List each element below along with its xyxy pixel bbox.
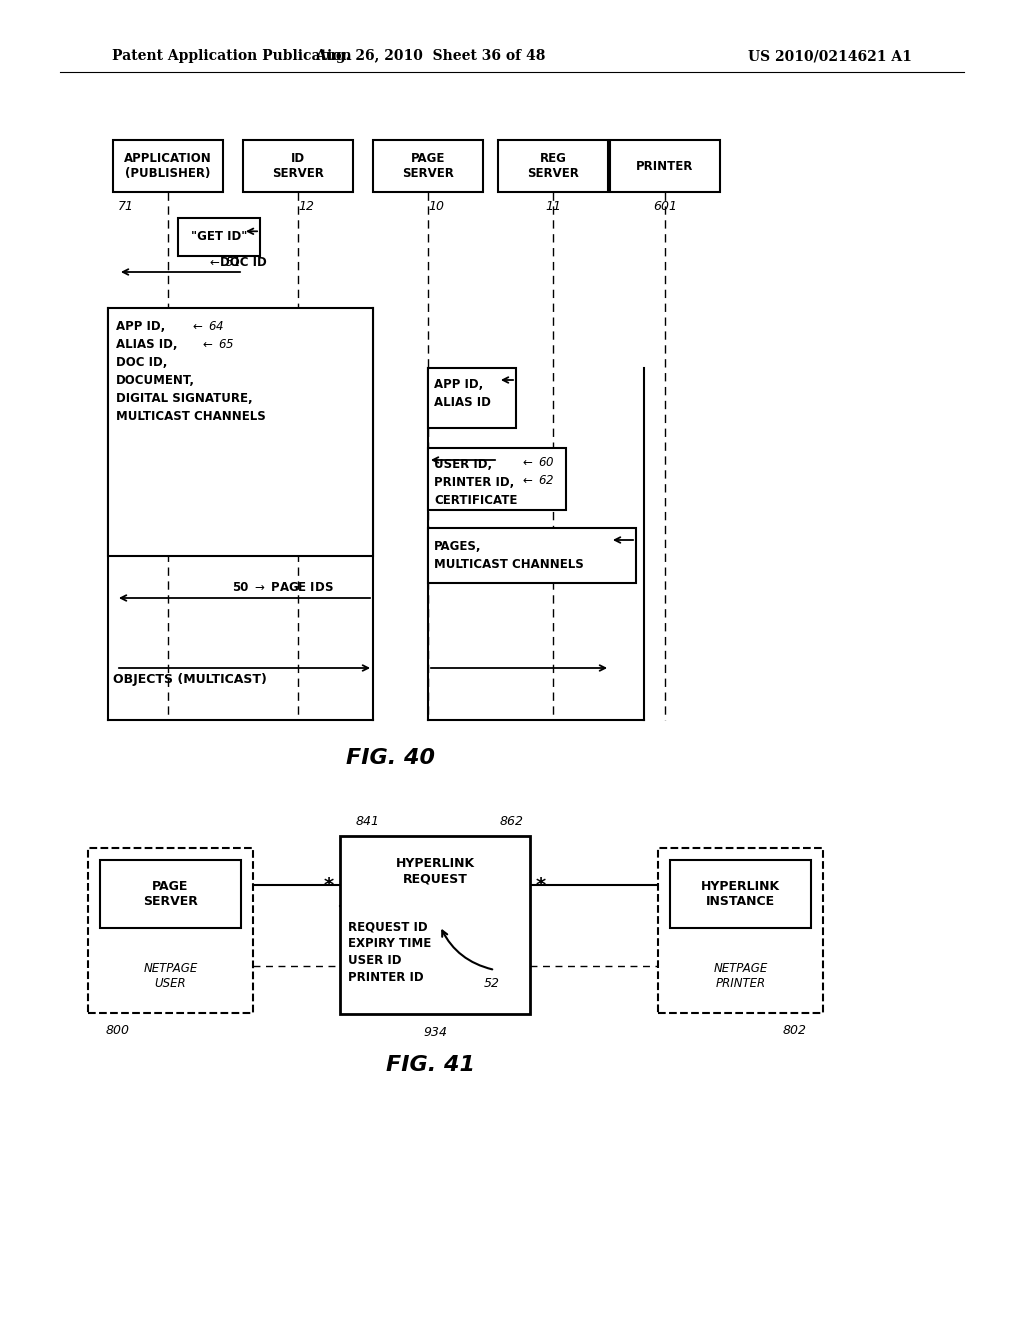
Text: $\leftarrow$ 64: $\leftarrow$ 64 [190,319,224,333]
Text: OBJECTS (MULTICAST): OBJECTS (MULTICAST) [113,673,267,686]
Text: REQUEST ID: REQUEST ID [348,920,428,933]
Text: 862: 862 [500,814,524,828]
Text: $\leftarrow$ 51: $\leftarrow$ 51 [207,256,240,269]
Text: PAGES,: PAGES, [434,540,481,553]
Text: DOC ID,: DOC ID, [116,356,167,370]
Text: US 2010/0214621 A1: US 2010/0214621 A1 [749,49,912,63]
Bar [108,308,373,556]
Text: Patent Application Publication: Patent Application Publication [112,49,351,63]
Text: DOC ID: DOC ID [219,256,266,269]
Text: *: * [324,875,334,895]
Text: $\leftarrow$ 65: $\leftarrow$ 65 [200,338,234,351]
Text: EXPIRY TIME: EXPIRY TIME [348,937,431,950]
Text: 601: 601 [653,201,677,214]
Bar [178,218,260,256]
Bar [113,140,223,191]
Text: 802: 802 [783,1024,807,1038]
Text: REG
SERVER: REG SERVER [527,152,579,180]
Text: 52: 52 [484,977,500,990]
Text: HYPERLINK
INSTANCE: HYPERLINK INSTANCE [701,880,780,908]
Text: PRINTER ID,: PRINTER ID, [434,477,514,488]
Bar [428,447,566,510]
Text: 50: 50 [232,581,249,594]
Text: ALIAS ID,: ALIAS ID, [116,338,177,351]
Bar [670,861,811,928]
Text: APP ID,: APP ID, [434,378,483,391]
Text: 10: 10 [428,201,444,214]
Text: PAGE
SERVER: PAGE SERVER [402,152,454,180]
Bar [498,140,608,191]
Bar [610,140,720,191]
Text: ALIAS ID: ALIAS ID [434,396,490,409]
Text: $\leftarrow$ 62: $\leftarrow$ 62 [520,474,554,487]
Text: 800: 800 [106,1024,130,1038]
Text: "GET ID": "GET ID" [190,231,247,243]
Bar [88,847,253,1012]
Bar [428,528,636,583]
Text: HYPERLINK
REQUEST: HYPERLINK REQUEST [395,857,474,884]
Text: DOCUMENT,: DOCUMENT, [116,374,195,387]
Bar [243,140,353,191]
Text: CERTIFICATE: CERTIFICATE [434,494,517,507]
Text: APPLICATION
(PUBLISHER): APPLICATION (PUBLISHER) [124,152,212,180]
Text: 71: 71 [118,201,134,214]
Text: APP ID,: APP ID, [116,319,165,333]
Text: PRINTER ID: PRINTER ID [348,972,424,983]
Text: NETPAGE
USER: NETPAGE USER [143,962,198,990]
Text: 12: 12 [298,201,314,214]
Text: 11: 11 [545,201,561,214]
Text: FIG. 41: FIG. 41 [385,1055,474,1074]
Text: 841: 841 [356,814,380,828]
Text: 934: 934 [423,1026,447,1039]
Bar [340,836,530,1014]
Text: Aug. 26, 2010  Sheet 36 of 48: Aug. 26, 2010 Sheet 36 of 48 [314,49,545,63]
Text: USER ID: USER ID [348,954,401,968]
Text: USER ID,: USER ID, [434,458,493,471]
Text: MULTICAST CHANNELS: MULTICAST CHANNELS [434,558,584,572]
Text: FIG. 40: FIG. 40 [345,748,434,768]
Bar [658,847,823,1012]
Text: PAGE
SERVER: PAGE SERVER [143,880,198,908]
Text: ID
SERVER: ID SERVER [272,152,324,180]
Bar [373,140,483,191]
Bar [428,368,516,428]
Text: $\rightarrow$ PAGE IDS: $\rightarrow$ PAGE IDS [253,581,334,594]
Text: PRINTER: PRINTER [636,160,693,173]
Text: $\leftarrow$ 60: $\leftarrow$ 60 [520,455,555,469]
Bar [100,861,241,928]
Text: MULTICAST CHANNELS: MULTICAST CHANNELS [116,411,266,422]
Text: *: * [536,875,546,895]
Text: DIGITAL SIGNATURE,: DIGITAL SIGNATURE, [116,392,253,405]
Text: NETPAGE
PRINTER: NETPAGE PRINTER [714,962,768,990]
